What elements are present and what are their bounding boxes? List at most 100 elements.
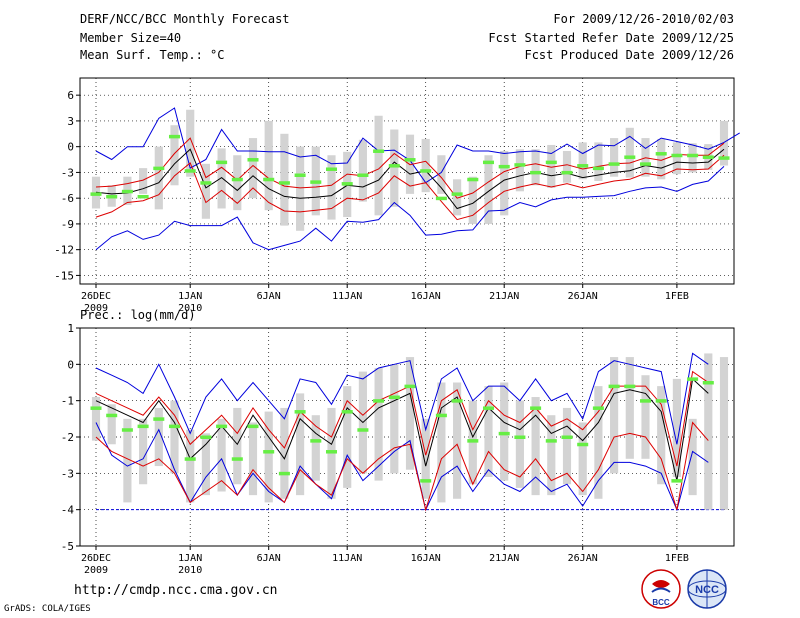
precipitation-xtick-year: 2009 [84,565,108,576]
temperature-mean-line [95,148,725,210]
temperature-box [139,168,148,194]
precipitation-median-mark [263,450,275,454]
temperature-xtick-label: 26JAN [568,291,598,302]
precipitation-box [484,386,493,477]
temperature-min-line [95,166,725,251]
forecast-produced-date: Fcst Produced Date 2009/12/26 [524,48,734,62]
precipitation-median-mark [137,424,149,429]
temperature-xtick-label: 1JAN [178,291,202,302]
temperature-median-mark [310,180,322,184]
precipitation-box [139,418,148,485]
precipitation-median-mark [435,413,447,418]
precipitation-median-mark [655,399,667,403]
temperature-ytick-label: 0 [67,141,74,154]
precipitation-max-line [95,352,709,445]
temperature-ytick-label: -3 [61,166,74,179]
precipitation-median-mark [545,439,557,443]
precipitation-ytick-label: 0 [67,358,74,371]
precipitation-median-mark [592,406,604,410]
precipitation-median-mark [388,395,400,400]
temperature-median-mark [184,169,196,173]
precipitation-box [453,382,462,499]
precipitation-box [672,378,681,477]
precipitation-median-mark [310,439,322,443]
temperature-median-mark [294,173,306,177]
precipitation-box [264,411,273,503]
precipitation-box [704,353,713,510]
precipitation-box [625,357,634,459]
precipitation-xtick-label: 11JAN [332,553,362,564]
temperature-mean-minus-std-line [95,154,725,221]
temperature-box [437,155,446,194]
precipitation-median-mark [451,399,463,403]
precipitation-box [91,397,101,441]
temperature-box [594,142,603,181]
temperature-median-mark [577,164,589,168]
precipitation-box [311,415,320,481]
precipitation-median-mark [231,457,243,461]
precipitation-box [578,422,587,496]
temperature-box [327,155,336,220]
temperature-median-mark [153,166,165,171]
temperature-box [154,146,163,210]
forecast-period: For 2009/12/26-2010/02/03 [553,12,734,26]
temperature-xtick-label: 11JAN [332,291,362,302]
precipitation-median-mark [184,457,196,461]
temperature-median-mark [608,162,620,166]
precipitation-mean-plus-std-line [95,370,709,467]
precipitation-box [280,407,289,499]
temperature-ytick-label: -15 [54,269,74,282]
temperature-box [186,109,195,177]
precipitation-box [123,418,132,503]
precipitation-median-mark [325,450,338,454]
temperature-median-mark [388,164,400,168]
precipitation-median-mark [121,428,133,432]
precipitation-box [374,367,383,481]
precipitation-median-mark [467,439,479,443]
temperature-median-mark [106,194,118,199]
temperature-box [201,163,210,219]
temperature-xtick-label: 16JAN [411,291,441,302]
precipitation-median-mark [482,406,495,410]
temperature-median-mark [639,162,652,166]
precipitation-median-mark [357,428,369,432]
precipitation-box [170,400,179,474]
precipitation-ytick-label: -2 [61,431,74,444]
temperature-xtick-year: 2009 [84,303,108,314]
precipitation-xtick-label: 1JAN [178,553,202,564]
temperature-xtick-label: 26DEC [81,291,111,302]
temperature-box [625,127,634,178]
temperature-box [672,142,681,175]
temperature-box [233,155,242,211]
precipitation-median-mark [216,424,228,429]
precipitation-median-mark [278,471,290,476]
precipitation-mean-line [95,377,709,481]
precipitation-xtick-label: 26JAN [568,553,598,564]
temperature-box [296,146,305,231]
precipitation-median-mark [639,399,652,403]
precipitation-median-mark [168,424,181,429]
temperature-frame [79,77,735,285]
temperature-xtick-year: 2010 [178,303,202,314]
ncc-logo-text: NCC [695,584,719,596]
precipitation-box [688,418,697,496]
temperature-box [688,143,697,173]
precipitation-box [562,407,572,485]
precipitation-xtick-label: 6JAN [257,553,281,564]
temperature-box [578,142,587,180]
temperature-ytick-label: -12 [54,244,74,257]
temperature-median-mark [216,160,228,165]
precipitation-box [421,418,430,499]
temperature-box [280,133,289,226]
temperature-box [170,125,179,186]
temperature-box [358,139,367,202]
temperature-median-mark [168,134,181,139]
precipitation-box [500,382,509,481]
precipitation-median-mark [420,479,432,483]
forecast-start-date: Fcst Started Refer Date 2009/12/25 [488,31,734,45]
precipitation-median-mark [106,413,118,418]
precipitation-box [296,393,305,496]
temperature-median-mark [514,163,526,167]
source-url[interactable]: http://cmdp.ncc.cma.gov.cn [74,583,278,598]
